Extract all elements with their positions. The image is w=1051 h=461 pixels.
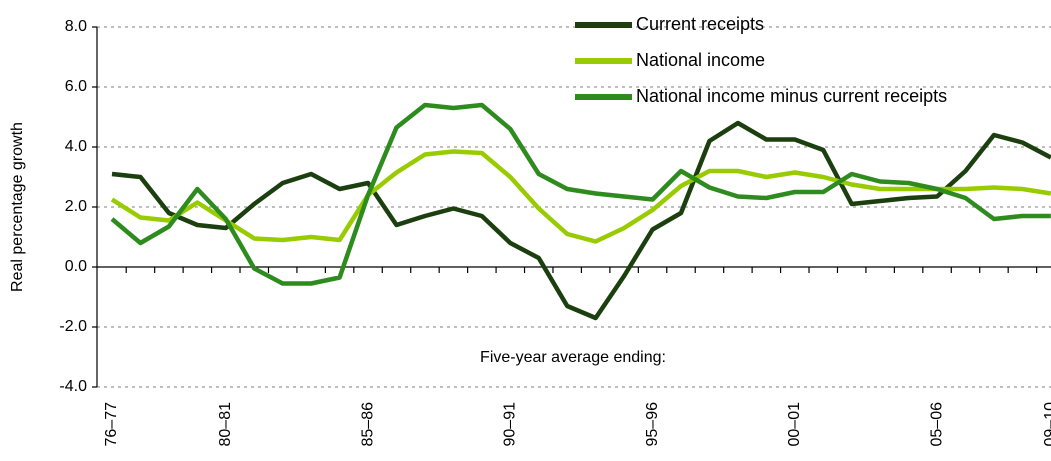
series-line [111, 120, 1051, 321]
series-line [110, 102, 1051, 286]
y-tick-label: 2.0 [65, 198, 87, 215]
legend-label: National income minus current receipts [636, 86, 947, 106]
x-tick-label: 80–81 [217, 402, 234, 447]
series-line [110, 149, 1051, 244]
y-tick-label: 8.0 [65, 18, 87, 35]
y-axis-label: Real percentage growth [9, 122, 26, 292]
y-tick-label: -4.0 [59, 378, 87, 395]
x-tick-label: 85–86 [359, 402, 376, 447]
y-tick-label: 6.0 [65, 78, 87, 95]
y-tick-label: 0.0 [65, 258, 87, 275]
x-tick-label: 76–77 [103, 402, 120, 447]
y-tick-label: -2.0 [59, 318, 87, 335]
legend-label: National income [636, 50, 765, 70]
legend-label: Current receipts [636, 14, 764, 34]
x-tick-label: 05–06 [928, 402, 945, 447]
x-tick-label: 09–10 [1042, 402, 1051, 447]
x-tick-label: 90–91 [502, 402, 519, 447]
x-tick-label: 95–96 [644, 402, 661, 447]
annotation: Five-year average ending: [480, 349, 666, 366]
x-tick-label: 00–01 [786, 402, 803, 447]
y-tick-label: 4.0 [65, 138, 87, 155]
